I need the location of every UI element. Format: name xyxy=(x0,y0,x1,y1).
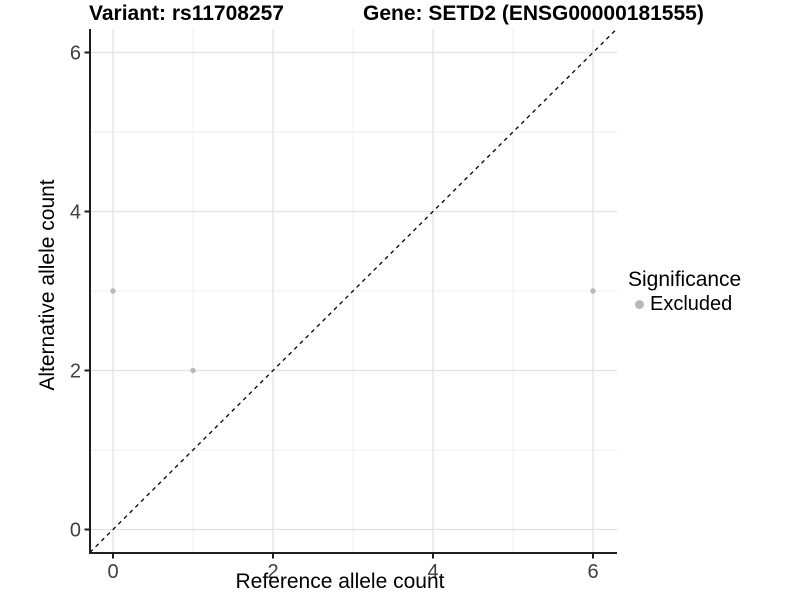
data-point xyxy=(190,367,196,374)
y-tick-label: 2 xyxy=(70,361,81,383)
data-point xyxy=(110,288,116,294)
y-tick-label: 0 xyxy=(70,520,81,542)
y-axis-title: Alternative allele count xyxy=(36,179,59,391)
x-tick-label: 4 xyxy=(427,561,438,583)
x-tick-label: 0 xyxy=(107,561,118,583)
legend-item-label: Excluded xyxy=(650,293,733,315)
legend-title: Significance xyxy=(628,268,742,291)
variant-title: Variant: rs11708257 xyxy=(89,2,284,25)
y-tick-label: 6 xyxy=(70,43,81,65)
gene-title: Gene: SETD2 (ENSG00000181555) xyxy=(363,2,704,25)
x-tick-label: 6 xyxy=(587,561,598,583)
identity-dashed-line xyxy=(89,28,618,553)
y-tick-label: 4 xyxy=(70,202,81,224)
x-axis-title: Reference allele count xyxy=(235,570,445,593)
data-point xyxy=(590,288,596,294)
excluded-point-icon xyxy=(635,299,644,309)
legend-item-excluded: Excluded xyxy=(628,293,741,315)
x-tick-label: 2 xyxy=(267,561,278,583)
legend: Significance Excluded xyxy=(628,268,741,315)
